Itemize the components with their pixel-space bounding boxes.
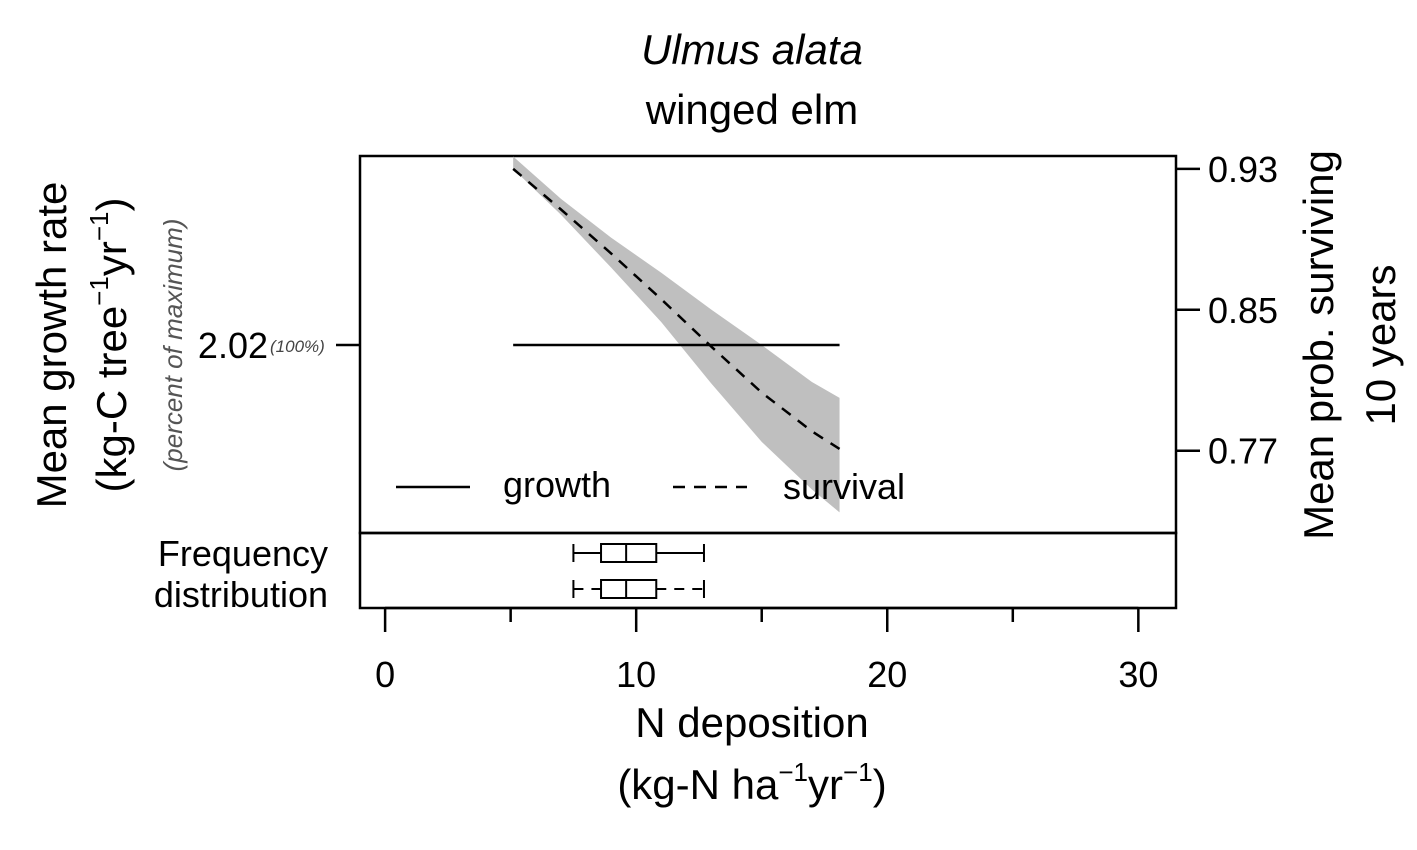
frequency-panel-frame: [358, 531, 1178, 610]
y-right-axis-label: Mean prob. surviving: [1295, 150, 1342, 540]
x-axis-unit: (kg-N ha−1yr−1): [617, 757, 886, 808]
x-unit-close: ): [873, 761, 887, 808]
survival-line: [512, 167, 841, 451]
x-unit-open: (kg-N ha: [617, 761, 779, 808]
survival-ci-band: [513, 156, 840, 513]
y-left-tick-pct-0: (100%): [270, 337, 325, 356]
legend-growth-label: growth: [503, 464, 611, 505]
frequency-label-line2: distribution: [154, 574, 328, 615]
y-left-axis-note: (percent of maximum): [158, 219, 188, 472]
chart-subtitle: winged elm: [645, 86, 858, 133]
box0-iqr: [600, 543, 658, 563]
y-unit-exp-2: −1: [84, 211, 114, 241]
x-tick-label-0: 0: [375, 654, 395, 695]
frequency-label-line1: Frequency: [158, 533, 328, 574]
box1-iqr: [600, 579, 658, 599]
x-tick-label-30: 30: [1118, 654, 1158, 695]
y-unit-mid: yr: [88, 241, 135, 276]
legend: growth survival: [396, 464, 905, 507]
x-tick-label-20: 20: [867, 654, 907, 695]
y-left-axis-label: Mean growth rate: [28, 182, 75, 509]
x-unit-mid: yr: [808, 761, 843, 808]
x-axis-label: N deposition: [635, 699, 868, 746]
x-tick-label-10: 10: [616, 654, 656, 695]
x-unit-exp-1: −1: [778, 757, 808, 787]
y-unit-open: (kg-C tree: [88, 306, 135, 493]
y-right-tick-label-2: 0.77: [1208, 431, 1278, 472]
y-left-axis-unit: (kg-C tree−1yr−1): [84, 197, 135, 492]
legend-survival-label: survival: [783, 466, 905, 507]
y-right-tick-label-1: 0.85: [1208, 290, 1278, 331]
y-right-tick-label-0: 0.93: [1208, 149, 1278, 190]
x-unit-exp-2: −1: [843, 757, 873, 787]
y-right-axis-label-line2: 10 years: [1357, 264, 1404, 425]
chart-title: Ulmus alata: [641, 26, 863, 73]
y-left-tick-label-0: 2.02: [198, 325, 268, 366]
y-unit-close: ): [88, 197, 135, 211]
y-unit-exp-1: −1: [84, 276, 114, 306]
